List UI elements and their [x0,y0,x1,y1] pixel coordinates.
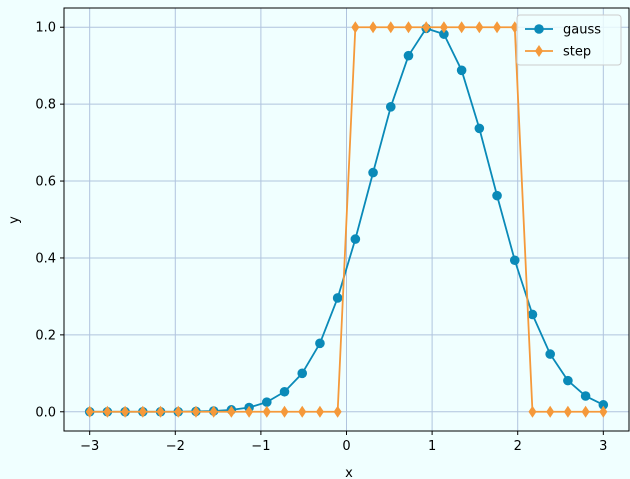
data-point-step [404,21,413,34]
data-point-step [191,405,200,418]
y-tick-label: 0.6 [35,175,56,190]
data-point-step [475,21,484,34]
data-point-step [386,21,395,34]
data-point-step [280,405,289,418]
y-tick-label: 0.0 [35,405,56,420]
data-point-gauss [315,338,325,349]
series-step [85,21,608,418]
data-point-step [457,21,466,34]
data-point-step [581,405,590,418]
axes: −3 −2 −1 0 1 2 3 0.0 0.2 0.4 0.6 0.8 1.0 [35,7,630,454]
data-point-step [333,405,342,418]
data-point-step [563,405,572,418]
data-point-gauss [509,255,520,266]
data-point-gauss [456,65,467,76]
x-tick-label: −3 [80,439,99,454]
y-tick-label: 1.0 [35,21,56,36]
x-tick-label: −1 [251,439,270,454]
legend-marker-gauss [534,24,544,34]
series-gauss [84,23,609,417]
data-point-step [85,405,94,418]
data-point-gauss [474,123,485,134]
x-tick-label: 2 [514,439,522,454]
x-tick-label: 1 [428,439,436,454]
data-point-step [298,405,307,418]
y-axis-label: y [7,216,22,224]
data-point-gauss [279,386,290,397]
data-point-gauss [563,375,573,386]
data-point-step [546,405,555,418]
data-point-gauss [297,368,308,379]
data-point-step [599,405,608,418]
data-point-gauss [403,50,414,61]
data-point-step [315,405,324,418]
data-point-step [351,21,360,34]
data-point-step [156,405,165,418]
data-point-gauss [580,391,591,401]
y-tick-label: 0.8 [35,98,56,113]
data-point-step [528,405,537,418]
series-layer [84,21,609,418]
data-point-gauss [492,190,502,201]
data-point-step [439,21,448,34]
x-tick-label: 3 [599,439,607,454]
data-point-step [138,405,147,418]
data-point-step [209,405,218,418]
data-point-step [121,405,130,418]
data-point-gauss [368,167,378,178]
x-tick-label: −2 [166,439,185,454]
legend-label-gauss: gauss [563,23,601,38]
data-point-gauss [385,102,396,112]
data-point-gauss [332,293,343,303]
data-point-step [245,405,254,418]
y-tick-label: 0.4 [35,251,56,266]
data-point-step [227,405,236,418]
x-tick-label: 0 [342,439,350,454]
data-point-step [262,405,271,418]
data-point-gauss [545,349,555,359]
legend: gauss step [516,14,622,66]
data-point-step [174,405,183,418]
data-point-step [493,21,502,34]
data-point-gauss [439,29,449,39]
data-point-step [103,405,112,418]
data-point-gauss [527,309,538,320]
legend-marker-step [535,45,543,57]
legend-label-step: step [563,45,591,60]
data-point-gauss [262,397,272,407]
data-point-gauss [350,234,361,244]
data-point-step [369,21,378,34]
data-point-gauss [598,400,609,410]
data-point-step [422,21,431,34]
x-axis-label: x [345,466,353,479]
y-tick-label: 0.2 [35,328,56,343]
